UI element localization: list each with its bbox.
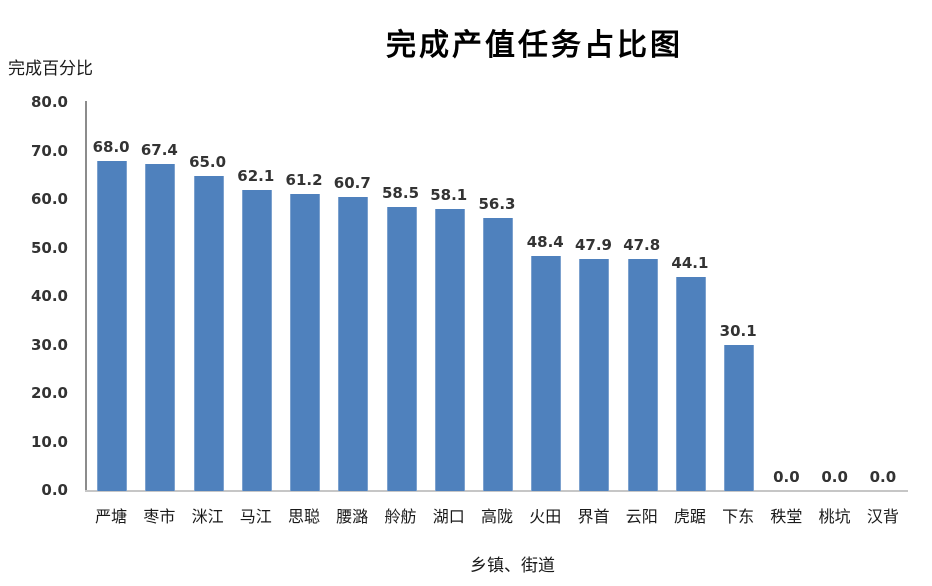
category-label: 秩堂 [770,507,803,526]
category-label: 火田 [529,507,562,526]
value-label: 65.0 [189,152,227,171]
category-label: 马江 [239,507,272,526]
category-label: 湖口 [432,507,465,526]
bar [145,164,176,491]
category-label: 虎踞 [673,507,706,526]
bar [531,256,562,491]
category-label: 汉背 [866,507,899,526]
value-label: 47.8 [623,236,661,255]
bar [338,196,369,491]
value-label: 0.0 [869,468,897,486]
category-label: 洣江 [191,507,224,526]
chart-title: 完成产值任务占比图 [386,28,683,63]
value-label: 60.7 [333,173,371,192]
category-label: 枣市 [143,507,176,526]
y-axis-line [85,101,87,491]
category-label: 腰潞 [336,507,369,526]
bar [724,345,755,491]
bar [627,259,658,491]
category-label: 下东 [722,507,755,526]
y-tick-label: 60.0 [30,190,68,208]
value-label: 44.1 [671,254,709,273]
category-label: 云阳 [625,507,658,526]
y-tick-label: 80.0 [30,93,68,111]
value-label: 58.5 [382,184,420,203]
category-label: 思聪 [288,507,321,526]
bar [579,258,610,491]
value-label: 56.3 [478,194,516,213]
value-label: 30.1 [719,322,757,340]
y-tick-label: 10.0 [30,432,68,451]
category-label: 界首 [577,507,610,526]
y-tick-label: 30.0 [30,335,68,354]
y-tick-label: 50.0 [30,238,68,257]
bar [241,189,272,491]
category-label: 桃坑 [818,507,851,526]
category-label: 舲舫 [384,507,417,526]
y-tick-label: 70.0 [30,141,68,160]
y-tick-label: 20.0 [30,384,68,402]
y-axis-title: 完成百分比 [8,59,93,79]
value-label: 0.0 [773,468,800,486]
category-label: 严塘 [95,507,128,526]
value-label: 61.2 [285,171,323,190]
x-axis-line [85,490,908,492]
bar [193,175,224,491]
value-label: 47.9 [574,235,612,254]
bar [386,207,417,491]
value-label: 48.4 [526,233,564,252]
bar [675,277,706,491]
bar [483,217,513,491]
x-axis-title: 乡镇、街道 [470,556,555,576]
value-label: 58.1 [430,186,468,205]
value-label: 62.1 [237,166,275,185]
y-tick-label: 40.0 [30,287,68,305]
category-label: 高陇 [480,507,513,526]
y-tick-label: 0.0 [41,481,68,499]
bar [290,194,321,491]
value-label: 68.0 [92,138,130,157]
bar [434,209,465,491]
value-label: 67.4 [140,141,178,160]
value-label: 0.0 [821,468,848,486]
bar [97,161,128,491]
